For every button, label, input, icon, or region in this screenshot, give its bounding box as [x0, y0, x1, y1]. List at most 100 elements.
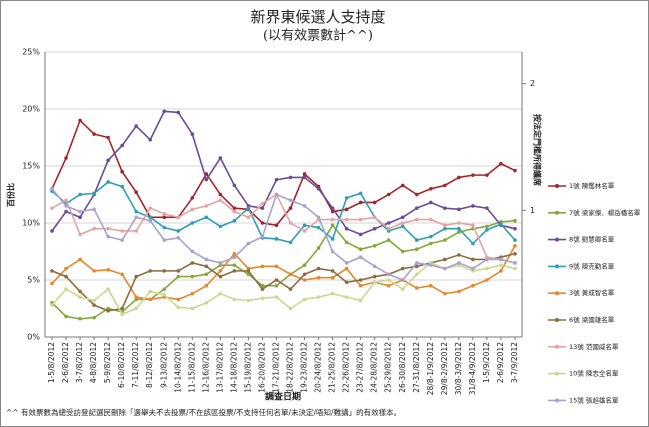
x-tick-label: 13-17/8/2012 [215, 342, 224, 393]
point [344, 196, 349, 200]
point [78, 257, 82, 262]
point [330, 291, 335, 296]
point [400, 278, 405, 282]
point [316, 225, 321, 230]
point [64, 156, 68, 160]
point [372, 274, 377, 279]
point [386, 278, 391, 282]
point [429, 217, 433, 222]
point [513, 226, 517, 231]
point [358, 298, 363, 303]
point [120, 143, 124, 148]
point [204, 301, 209, 305]
point [148, 218, 153, 223]
point [78, 289, 82, 294]
point [344, 240, 349, 245]
point [400, 224, 405, 229]
point [485, 173, 489, 177]
point [120, 272, 124, 277]
point [162, 293, 167, 297]
legend-label: 3號 黃成智名單 [569, 288, 615, 297]
point [190, 196, 195, 200]
point [513, 261, 517, 265]
point [190, 306, 195, 311]
point [302, 175, 307, 180]
point [288, 206, 293, 210]
point [106, 180, 110, 184]
x-tick-label: 12-16/8/2012 [201, 342, 210, 393]
point [358, 247, 363, 252]
point [204, 215, 209, 220]
point [218, 291, 223, 296]
point [204, 283, 209, 288]
point [471, 204, 475, 208]
x-tick-label: 18-22/8/2012 [286, 342, 295, 393]
x-tick-label: 20-24/8/2012 [314, 342, 323, 393]
point [288, 240, 293, 245]
point [443, 257, 447, 262]
x-axis-label: 調查日期 [265, 391, 301, 403]
point [386, 283, 391, 288]
point [162, 287, 167, 291]
point [471, 223, 475, 228]
point [120, 238, 124, 242]
point [386, 238, 391, 242]
point [120, 229, 124, 233]
point [274, 283, 279, 288]
point [176, 229, 181, 233]
point [92, 315, 96, 320]
point [386, 192, 391, 197]
y-tick-label: 20% [22, 105, 40, 114]
point [176, 297, 181, 302]
point [78, 316, 82, 321]
point [302, 204, 307, 208]
point [386, 221, 391, 225]
point [372, 280, 377, 285]
series-line [51, 245, 516, 301]
point [106, 287, 110, 291]
point [232, 255, 237, 259]
point [50, 303, 54, 307]
point [288, 287, 293, 291]
point [429, 200, 433, 205]
point [443, 223, 447, 228]
point [260, 283, 265, 288]
x-tick-label: 16-20/8/2012 [257, 342, 266, 393]
legend-label: 15號 張超雄名單 [569, 395, 619, 404]
point [50, 187, 54, 191]
point [400, 266, 405, 271]
point [134, 124, 138, 128]
point [499, 269, 503, 273]
point [513, 218, 517, 223]
point [148, 269, 153, 273]
point [162, 238, 167, 242]
point [344, 266, 349, 271]
point [134, 306, 138, 311]
point [232, 206, 237, 210]
point [344, 261, 349, 265]
point [443, 266, 447, 271]
point [218, 156, 223, 160]
x-tick-label: 21-25/8/2012 [328, 342, 337, 393]
point [457, 261, 461, 265]
legend-label: 10號 陳志全名單 [569, 369, 619, 378]
point [499, 222, 503, 226]
point [92, 132, 96, 136]
y2-tick-label: 2 [530, 79, 535, 88]
point [400, 183, 405, 188]
point [134, 215, 138, 220]
point [457, 289, 461, 294]
point [471, 173, 475, 177]
point [471, 241, 475, 246]
point [288, 175, 293, 180]
point [204, 272, 209, 277]
point [274, 177, 279, 182]
point [134, 274, 138, 279]
point [302, 272, 307, 277]
point [260, 264, 265, 269]
point [485, 224, 489, 229]
y-tick-label: 25% [22, 48, 40, 57]
series-line [51, 261, 516, 316]
point [92, 191, 96, 196]
point [274, 264, 279, 269]
